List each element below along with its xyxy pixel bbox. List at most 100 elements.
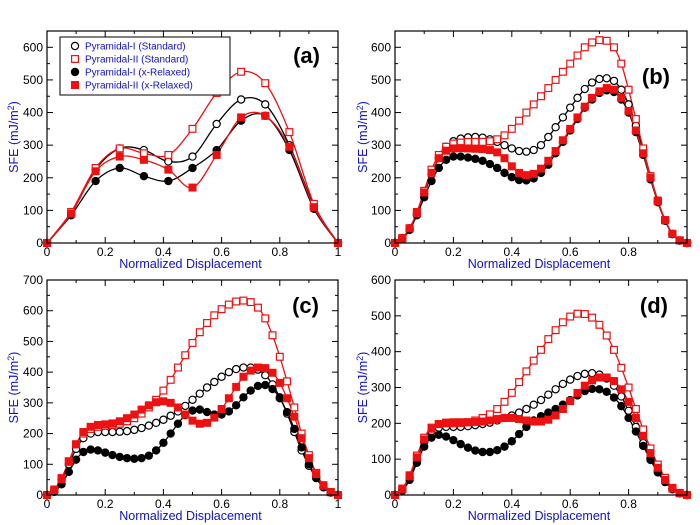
y-axis-title: SFE (mJ/m2) xyxy=(6,101,21,173)
data-point xyxy=(405,472,414,481)
series-markers-4 xyxy=(391,84,691,248)
data-point xyxy=(261,111,270,120)
data-point xyxy=(449,152,458,161)
legend-entry: Pyramidal-I (Standard) xyxy=(85,42,186,53)
data-point xyxy=(203,418,212,427)
data-point xyxy=(139,149,148,158)
data-point xyxy=(188,416,197,425)
data-point xyxy=(246,366,255,375)
data-point xyxy=(463,153,473,162)
data-point xyxy=(624,413,633,423)
data-point xyxy=(434,163,443,173)
data-point xyxy=(115,144,124,153)
data-point xyxy=(566,59,575,68)
data-point xyxy=(173,403,182,412)
data-point xyxy=(239,363,248,372)
data-point xyxy=(529,145,538,155)
plot-panel-4: 0 0.2 0.4 0.6 0.8 0 100 200 300 400 500 600 Normaliz… xyxy=(355,273,692,523)
data-point xyxy=(631,413,640,422)
legend-marker xyxy=(70,41,80,51)
y-tick-label: 500 xyxy=(371,309,391,323)
data-point xyxy=(588,376,597,385)
data-point xyxy=(100,448,110,457)
x-tick-label: 0.6 xyxy=(562,245,579,259)
data-point xyxy=(164,176,173,186)
data-point xyxy=(173,419,183,428)
x-tick-label: 0.2 xyxy=(445,245,462,259)
data-point xyxy=(536,164,545,173)
data-point xyxy=(93,446,103,455)
y-axis-title-end: ) xyxy=(7,101,21,105)
data-point xyxy=(595,373,604,382)
data-point xyxy=(253,381,263,391)
data-point xyxy=(137,423,146,433)
x-tick-label: 0.6 xyxy=(213,245,230,259)
data-point xyxy=(144,451,154,460)
data-point xyxy=(398,485,407,494)
y-tick-label: 200 xyxy=(371,171,391,185)
data-point xyxy=(609,43,618,52)
data-point xyxy=(164,157,173,166)
data-point xyxy=(573,93,582,103)
data-point xyxy=(144,401,153,410)
x-axis-title: Normalized Displacement xyxy=(468,509,611,523)
data-point xyxy=(139,171,149,181)
data-point xyxy=(151,418,161,428)
data-point xyxy=(536,92,545,101)
data-point xyxy=(624,383,633,392)
data-point xyxy=(602,331,611,340)
panel-label: (d) xyxy=(640,293,668,318)
data-point xyxy=(239,393,248,402)
y-tick-label: 0 xyxy=(36,488,43,502)
data-point xyxy=(420,188,429,197)
data-point xyxy=(595,320,604,329)
data-point xyxy=(290,403,299,412)
data-point xyxy=(588,93,597,102)
data-point xyxy=(195,328,204,337)
data-point xyxy=(166,375,175,384)
data-point xyxy=(246,386,255,395)
data-point xyxy=(544,335,553,344)
legend-entry: Pyramidal-II (x-Relaxed) xyxy=(85,81,193,92)
data-point xyxy=(558,113,568,122)
data-point xyxy=(159,397,168,406)
series-markers-2 xyxy=(391,309,691,500)
data-point xyxy=(237,67,246,76)
data-point xyxy=(646,449,655,458)
data-point xyxy=(544,390,553,399)
data-point xyxy=(661,216,670,225)
data-point xyxy=(609,76,619,86)
data-point xyxy=(653,197,662,206)
data-point xyxy=(493,163,502,173)
y-tick-label: 600 xyxy=(23,304,43,318)
data-point xyxy=(529,417,538,426)
data-point xyxy=(646,455,655,465)
data-point xyxy=(456,152,465,161)
data-point xyxy=(551,326,560,335)
data-point xyxy=(456,144,465,153)
data-point xyxy=(164,150,173,159)
y-axis-title: SFE (mJ/m2) xyxy=(6,352,21,424)
data-point xyxy=(522,171,531,180)
data-point xyxy=(188,163,197,173)
data-point xyxy=(91,176,100,186)
data-point xyxy=(580,102,589,111)
y-tick-label: 0 xyxy=(384,236,391,250)
data-point xyxy=(493,148,502,157)
data-point xyxy=(631,427,641,436)
data-point xyxy=(668,484,677,493)
data-point xyxy=(602,74,611,83)
data-point xyxy=(478,137,487,146)
data-point xyxy=(86,445,95,454)
data-point xyxy=(463,443,473,452)
data-point xyxy=(108,419,117,428)
data-point xyxy=(514,429,524,439)
data-point xyxy=(478,417,487,426)
data-point xyxy=(420,435,429,444)
data-point xyxy=(115,452,124,462)
y-tick-label: 200 xyxy=(23,427,43,441)
data-point xyxy=(573,51,582,60)
data-point xyxy=(507,124,516,133)
data-point xyxy=(587,78,597,87)
